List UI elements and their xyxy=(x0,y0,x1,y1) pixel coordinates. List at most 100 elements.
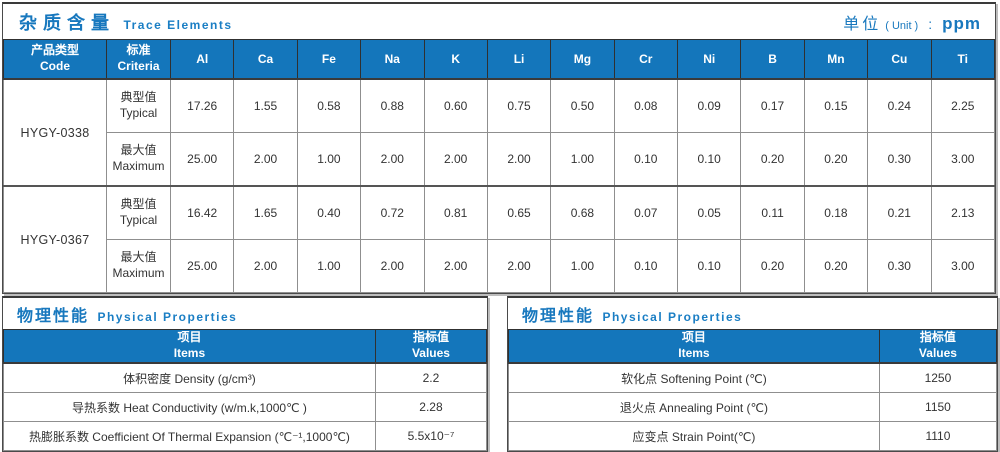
property-item-cell: 体积密度 Density (g/cm³) xyxy=(3,362,376,393)
value-cell: 0.30 xyxy=(867,239,932,293)
element-header-cell: B xyxy=(740,39,805,80)
table-row-heat-conductivity: 导热系数 Heat Conductivity (w/m.k,1000℃ ) 2.… xyxy=(3,392,488,422)
value-cell: 2.00 xyxy=(486,239,552,293)
physical-right-title-en: Physical Properties xyxy=(602,309,743,324)
property-item-cell: 导热系数 Heat Conductivity (w/m.k,1000℃ ) xyxy=(3,392,376,422)
value-cell: 16.42 xyxy=(169,185,235,240)
items-header-en: Items xyxy=(173,346,206,360)
element-header-cell: Cu xyxy=(867,39,932,80)
value-cell: 0.50 xyxy=(550,78,615,133)
value-cell: 2.13 xyxy=(930,185,995,240)
value-cell: 0.24 xyxy=(867,78,932,133)
table-row-maximum-0367: 最大值 Maximum 25.00 2.00 1.00 2.00 2.00 2.… xyxy=(4,239,995,293)
property-value-cell: 2.2 xyxy=(374,362,488,393)
product-header-en: Code xyxy=(40,59,70,73)
physical-left-title-en: Physical Properties xyxy=(97,309,238,324)
value-cell: 0.21 xyxy=(867,185,932,240)
value-cell: 2.00 xyxy=(423,132,488,187)
items-header-zh: 项目 xyxy=(177,330,202,345)
criteria-cell: 最大值 Maximum xyxy=(106,132,171,187)
physical-left-title-zh: 物理性能 xyxy=(17,307,90,325)
property-item-cell: 软化点 Softening Point (℃) xyxy=(508,362,880,393)
property-value-cell: 1250 xyxy=(878,362,998,393)
table-row-annealing-point: 退火点 Annealing Point (℃) 1150 xyxy=(508,392,998,422)
value-cell: 0.10 xyxy=(613,132,679,187)
trace-title-en: Trace Elements xyxy=(123,17,233,32)
element-header-cell: Fe xyxy=(296,39,362,80)
trace-header-row: 产品类型 Code 标准 Criteria Al Ca Fe Na K Li M… xyxy=(3,39,995,80)
values-header-zh: 指标值 xyxy=(412,330,449,345)
value-cell: 0.81 xyxy=(423,185,488,240)
column-header-items: 项目 Items xyxy=(3,329,376,364)
trace-elements-panel: 杂质含量 Trace Elements 单位 ( Unit ) : ppm 产品… xyxy=(2,2,996,294)
table-row-strain-point: 应变点 Strain Point(℃) 1110 xyxy=(508,421,998,451)
column-header-items: 项目 Items xyxy=(508,329,880,364)
value-cell: 0.88 xyxy=(360,78,425,133)
criteria-label-zh: 典型值 xyxy=(120,197,157,212)
property-item-cell: 应变点 Strain Point(℃) xyxy=(508,421,880,451)
unit-label: 单位 ( Unit ) : ppm xyxy=(843,10,981,34)
value-cell: 0.10 xyxy=(613,239,679,293)
physical-left-header-row: 项目 Items 指标值 Values xyxy=(3,329,488,364)
table-row-maximum-0338: 最大值 Maximum 25.00 2.00 1.00 2.00 2.00 2.… xyxy=(4,132,995,187)
value-cell: 0.60 xyxy=(423,78,488,133)
physical-left-title: 物理性能 Physical Properties xyxy=(17,302,237,326)
value-cell: 2.00 xyxy=(233,239,298,293)
physical-properties-panel-right: 物理性能 Physical Properties 项目 Items 指标值 Va… xyxy=(507,296,998,452)
values-header-en: Values xyxy=(918,346,957,360)
value-cell: 0.72 xyxy=(360,185,425,240)
property-value-cell: 1150 xyxy=(878,392,998,422)
values-header-zh: 指标值 xyxy=(919,330,956,345)
value-cell: 2.00 xyxy=(486,132,552,187)
criteria-label-en: Typical xyxy=(119,213,158,227)
value-cell: 0.17 xyxy=(740,78,805,133)
column-header-values: 指标值 Values xyxy=(878,329,998,364)
value-cell: 2.25 xyxy=(930,78,995,133)
items-header-en: Items xyxy=(678,346,710,360)
value-cell: 2.00 xyxy=(233,132,298,187)
element-header-cell: Ni xyxy=(676,39,742,80)
property-item-cell: 热膨胀系数 Coefficient Of Thermal Expansion (… xyxy=(3,421,376,451)
value-cell: 0.40 xyxy=(296,185,362,240)
trace-elements-title: 杂质含量 Trace Elements xyxy=(19,9,233,35)
value-cell: 0.30 xyxy=(867,132,932,187)
trace-elements-table: 产品类型 Code 标准 Criteria Al Ca Fe Na K Li M… xyxy=(3,39,995,293)
value-cell: 0.15 xyxy=(803,78,869,133)
value-cell: 2.00 xyxy=(423,239,488,293)
items-header-zh: 项目 xyxy=(681,330,706,345)
value-cell: 1.00 xyxy=(550,239,615,293)
physical-right-header-row: 项目 Items 指标值 Values xyxy=(508,329,998,364)
value-cell: 0.75 xyxy=(486,78,552,133)
value-cell: 0.20 xyxy=(803,132,869,187)
criteria-cell: 典型值 Typical xyxy=(106,78,171,133)
physical-left-title-bar: 物理性能 Physical Properties xyxy=(3,298,487,329)
table-row-typical-0338: HYGY-0338 典型值 Typical 17.26 1.55 0.58 0.… xyxy=(3,78,995,187)
criteria-header-zh: 标准 xyxy=(126,43,151,58)
value-cell: 0.11 xyxy=(740,185,805,240)
value-cell: 1.00 xyxy=(296,132,362,187)
product-code-cell: HYGY-0338 xyxy=(3,78,107,187)
element-header-cell: K xyxy=(423,39,488,80)
value-cell: 1.00 xyxy=(550,132,615,187)
value-cell: 0.10 xyxy=(676,132,742,187)
table-row-softening-point: 软化点 Softening Point (℃) 1250 xyxy=(508,362,998,393)
criteria-label-en: Maximum xyxy=(112,266,165,280)
value-cell: 0.18 xyxy=(803,185,869,240)
property-value-cell: 1110 xyxy=(878,421,998,451)
table-row-density: 体积密度 Density (g/cm³) 2.2 xyxy=(3,362,488,393)
element-header-cell: Na xyxy=(360,39,425,80)
property-item-cell: 退火点 Annealing Point (℃) xyxy=(508,392,880,422)
value-cell: 0.10 xyxy=(676,239,742,293)
value-cell: 1.00 xyxy=(296,239,362,293)
column-header-values: 指标值 Values xyxy=(374,329,488,364)
criteria-label-en: Typical xyxy=(119,106,158,120)
value-cell: 0.20 xyxy=(740,239,805,293)
value-cell: 3.00 xyxy=(930,132,995,187)
value-cell: 25.00 xyxy=(169,239,235,293)
element-header-cell: Mn xyxy=(803,39,869,80)
trace-elements-title-bar: 杂质含量 Trace Elements 单位 ( Unit ) : ppm xyxy=(3,4,995,39)
trace-title-zh: 杂质含量 xyxy=(19,12,115,33)
value-cell: 2.00 xyxy=(360,239,425,293)
product-header-zh: 产品类型 xyxy=(30,43,79,58)
table-row-typical-0367: HYGY-0367 典型值 Typical 16.42 1.65 0.40 0.… xyxy=(3,185,995,293)
